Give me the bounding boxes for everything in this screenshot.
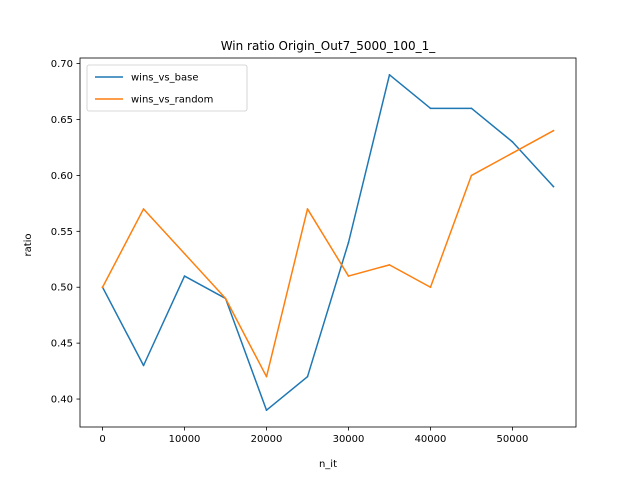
data-point-wins_vs_random-8 xyxy=(429,286,432,289)
data-point-wins_vs_random-9 xyxy=(470,174,473,177)
axes-frame xyxy=(79,57,577,428)
series-line-wins_vs_base xyxy=(101,74,555,411)
x-tick-label-0: 0 xyxy=(99,434,105,445)
data-point-wins_vs_base-10 xyxy=(511,141,514,143)
x-tick-label-10000: 10000 xyxy=(169,434,201,445)
data-point-wins_vs_base-8 xyxy=(429,107,432,110)
data-point-wins_vs_base-1 xyxy=(142,364,145,367)
legend-label-wins_vs_base: wins_vs_base xyxy=(131,73,198,84)
data-point-wins_vs_base-6 xyxy=(347,241,350,244)
data-point-wins_vs_base-4 xyxy=(265,409,268,412)
data-point-wins_vs_base-7 xyxy=(388,73,391,76)
series-line-wins_vs_random xyxy=(101,129,555,378)
data-point-wins_vs_base-5 xyxy=(306,375,309,378)
data-point-wins_vs_base-9 xyxy=(470,107,473,110)
y-tick-label-4: 0.60 xyxy=(51,171,73,182)
y-tick-label-1: 0.45 xyxy=(51,339,73,350)
x-tick-label-30000: 30000 xyxy=(333,434,365,445)
data-point-wins_vs_random-3 xyxy=(224,297,227,300)
chart-title: Win ratio Origin_Out7_5000_100_1_ xyxy=(221,39,437,53)
data-point-wins_vs_base-11 xyxy=(552,185,555,188)
data-point-wins_vs_random-6 xyxy=(347,275,350,277)
x-tick-label-20000: 20000 xyxy=(251,434,283,445)
data-point-wins_vs_random-5 xyxy=(306,208,309,210)
y-tick-label-5: 0.65 xyxy=(51,115,73,126)
x-tick-label-40000: 40000 xyxy=(415,434,447,445)
legend-box xyxy=(86,64,248,112)
x-tick-label-50000: 50000 xyxy=(497,434,529,445)
data-point-wins_vs_random-2 xyxy=(183,252,186,255)
data-point-wins_vs_random-10 xyxy=(511,152,514,154)
y-axis-label: ratio xyxy=(23,233,34,256)
data-point-wins_vs_random-1 xyxy=(142,208,145,210)
y-tick-label-3: 0.55 xyxy=(51,227,73,238)
data-point-wins_vs_random-11 xyxy=(552,129,555,132)
plot-area: 0 10000 20000 30000 40000 50000 0.40 0.45 0.50 0.… xyxy=(51,57,577,445)
y-tick-label-2: 0.50 xyxy=(51,283,73,294)
data-point-wins_vs_random-4 xyxy=(265,375,268,378)
data-point-wins_vs_random-7 xyxy=(388,264,391,266)
x-axis-label: n_it xyxy=(319,459,337,470)
legend-label-wins_vs_random: wins_vs_random xyxy=(131,95,213,106)
data-point-wins_vs_random-0 xyxy=(101,286,104,289)
y-tick-label-0: 0.40 xyxy=(51,395,73,406)
data-point-wins_vs_base-2 xyxy=(183,275,186,277)
y-tick-label-6: 0.70 xyxy=(51,59,73,70)
